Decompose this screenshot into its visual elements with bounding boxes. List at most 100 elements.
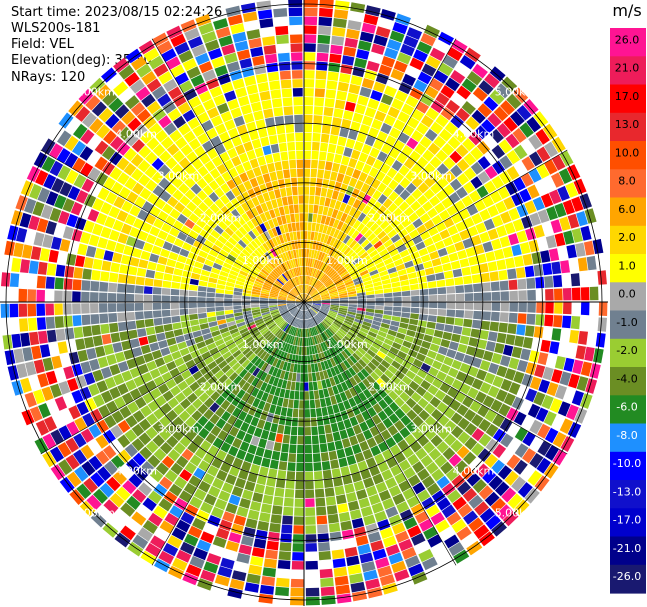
velocity-gate — [395, 530, 410, 543]
colorbar-block — [610, 112, 646, 142]
velocity-gate — [337, 330, 346, 338]
velocity-gate — [281, 311, 289, 317]
velocity-gate — [217, 279, 227, 286]
velocity-gate — [436, 401, 449, 414]
velocity-gate — [169, 208, 181, 220]
velocity-gate — [65, 454, 80, 470]
velocity-gate — [124, 429, 138, 443]
velocity-gate — [336, 220, 344, 231]
velocity-gate — [236, 321, 246, 328]
velocity-gate — [292, 372, 297, 382]
velocity-gate — [305, 596, 320, 606]
velocity-gate — [428, 308, 438, 316]
velocity-gate — [364, 107, 377, 118]
velocity-gate — [340, 212, 348, 223]
velocity-gate — [273, 315, 282, 322]
velocity-gate — [298, 418, 304, 427]
velocity-gate — [312, 213, 318, 223]
velocity-gate — [528, 168, 542, 183]
velocity-gate — [57, 165, 71, 181]
velocity-gate — [278, 179, 286, 189]
velocity-gate — [338, 311, 347, 316]
velocity-gate — [274, 328, 282, 337]
velocity-gate — [75, 190, 89, 204]
velocity-gate — [345, 185, 354, 196]
velocity-gate — [358, 266, 367, 274]
velocity-gate — [467, 225, 479, 237]
velocity-gate — [528, 239, 540, 253]
velocity-gate — [37, 187, 51, 203]
velocity-gate — [285, 214, 291, 224]
velocity-gate — [129, 367, 141, 379]
velocity-gate — [358, 358, 367, 368]
velocity-gate — [287, 295, 296, 299]
velocity-gate — [292, 318, 297, 326]
velocity-gate — [321, 299, 331, 301]
velocity-gate — [426, 350, 437, 360]
velocity-gate — [373, 433, 385, 445]
velocity-gate — [215, 406, 226, 418]
velocity-gate — [555, 384, 567, 400]
velocity-gate — [239, 441, 250, 452]
velocity-gate — [178, 123, 191, 136]
velocity-gate — [348, 217, 357, 227]
velocity-gate — [188, 525, 203, 539]
velocity-gate — [348, 296, 357, 300]
velocity-gate — [377, 265, 387, 273]
velocity-gate — [352, 352, 361, 361]
velocity-gate — [46, 263, 57, 276]
velocity-gate — [298, 195, 304, 204]
velocity-gate — [49, 207, 62, 222]
velocity-gate — [332, 431, 341, 442]
velocity-gate — [238, 410, 248, 421]
velocity-gate — [276, 197, 283, 207]
velocity-gate — [410, 283, 419, 291]
velocity-gate — [238, 469, 249, 480]
velocity-gate — [319, 310, 327, 317]
velocity-gate — [490, 128, 504, 144]
velocity-gate — [288, 7, 303, 17]
velocity-gate — [11, 257, 22, 273]
velocity-gate — [260, 307, 269, 312]
velocity-gate — [134, 396, 147, 409]
velocity-gate — [450, 412, 463, 425]
velocity-gate — [308, 382, 314, 391]
velocity-gate — [122, 480, 137, 495]
velocity-gate — [134, 285, 144, 294]
velocity-gate — [112, 342, 123, 353]
velocity-gate — [189, 454, 202, 467]
velocity-gate — [330, 395, 337, 405]
velocity-gate — [273, 107, 284, 117]
velocity-gate — [313, 336, 318, 345]
velocity-gate — [268, 303, 278, 306]
velocity-gate — [397, 111, 410, 124]
velocity-gate — [183, 130, 196, 143]
velocity-gate — [286, 303, 296, 305]
colorbar-block — [610, 480, 646, 509]
velocity-gate — [330, 248, 338, 257]
velocity-gate — [281, 243, 288, 252]
velocity-gate — [304, 0, 318, 8]
velocity-gate — [207, 219, 218, 229]
velocity-gate — [401, 218, 412, 228]
velocity-gate — [349, 509, 362, 520]
velocity-gate — [276, 266, 283, 275]
velocity-gate — [457, 431, 471, 445]
velocity-gate — [190, 183, 202, 195]
velocity-gate — [351, 472, 362, 483]
velocity-gate — [320, 187, 328, 197]
velocity-gate — [500, 302, 509, 312]
velocity-gate — [532, 196, 545, 211]
velocity-gate — [138, 145, 152, 159]
velocity-gate — [168, 344, 179, 354]
velocity-gate — [239, 252, 249, 260]
velocity-gate — [188, 138, 201, 151]
velocity-gate — [138, 432, 152, 446]
velocity-gate — [369, 465, 381, 477]
velocity-gate — [250, 329, 259, 336]
velocity-gate — [387, 329, 397, 337]
velocity-gate — [405, 95, 419, 108]
velocity-gate — [322, 206, 329, 216]
velocity-gate — [304, 427, 311, 436]
velocity-gate — [220, 194, 230, 205]
